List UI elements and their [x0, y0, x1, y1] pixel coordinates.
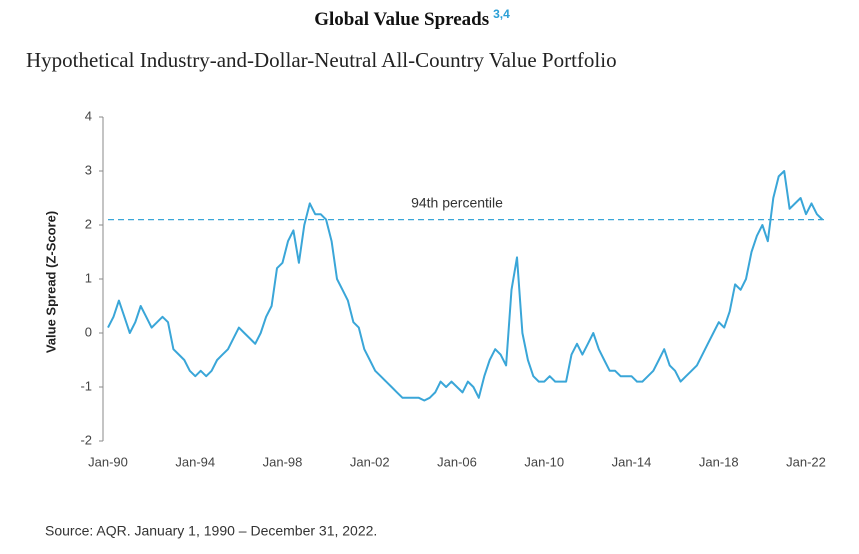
y-tick-label: 1	[85, 270, 92, 285]
x-tick-label: Jan-98	[263, 454, 303, 469]
title-text: Global Value Spreads	[314, 9, 489, 30]
chart-title: Global Value Spreads 3,4	[314, 7, 510, 30]
y-tick-label: -2	[80, 432, 92, 447]
y-tick-label: 4	[85, 108, 92, 123]
x-tick-label: Jan-90	[88, 454, 128, 469]
x-tick-label: Jan-06	[437, 454, 477, 469]
subtitle: Hypothetical Industry-and-Dollar-Neutral…	[26, 48, 617, 72]
y-axis-label: Value Spread (Z-Score)	[43, 211, 58, 353]
x-tick-label: Jan-18	[699, 454, 739, 469]
source-note: Source: AQR. January 1, 1990 – December …	[45, 523, 377, 539]
reference-label: 94th percentile	[411, 194, 503, 210]
y-tick-label: 0	[85, 324, 92, 339]
x-tick-label: Jan-22	[786, 454, 826, 469]
y-tick-label: 3	[85, 162, 92, 177]
x-tick-label: Jan-94	[175, 454, 215, 469]
x-tick-label: Jan-14	[612, 454, 652, 469]
y-tick-label: 2	[85, 216, 92, 231]
x-tick-label: Jan-02	[350, 454, 390, 469]
title-note: 3,4	[493, 7, 510, 21]
data-line	[107, 170, 824, 402]
x-tick-label: Jan-10	[524, 454, 564, 469]
y-tick-label: -1	[80, 378, 92, 393]
